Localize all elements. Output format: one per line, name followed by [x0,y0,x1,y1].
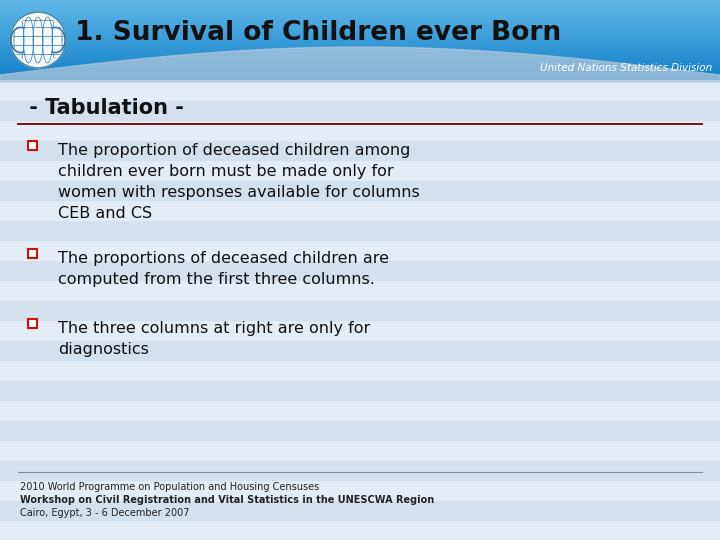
Bar [0,180,720,200]
Text: United Nations Statistics Division: United Nations Statistics Division [540,63,712,73]
Bar [0,200,720,220]
Bar [0,100,720,120]
Bar [0,40,720,60]
Bar [0,420,720,440]
Text: - Tabulation -: - Tabulation - [22,98,184,118]
Bar [0,240,720,260]
Bar [0,320,720,340]
Circle shape [10,12,66,68]
Bar [0,60,720,80]
Bar [0,360,720,380]
Bar [0,380,720,400]
Bar [0,520,720,540]
Text: 2010 World Programme on Population and Housing Censuses: 2010 World Programme on Population and H… [20,482,319,492]
Text: 1. Survival of Children ever Born: 1. Survival of Children ever Born [75,20,561,46]
Bar [0,120,720,140]
Bar [27,319,37,327]
Bar [27,248,37,258]
Text: Workshop on Civil Registration and Vital Statistics in the UNESCWA Region: Workshop on Civil Registration and Vital… [20,495,434,505]
Polygon shape [0,47,720,82]
Bar [0,20,720,40]
Bar [0,480,720,500]
Bar [0,440,720,460]
Bar [0,400,720,420]
Bar [0,80,720,100]
Bar [0,140,720,160]
Bar [0,160,720,180]
Bar [0,280,720,300]
Text: The three columns at right are only for
diagnostics: The three columns at right are only for … [58,321,370,357]
Text: The proportions of deceased children are
computed from the first three columns.: The proportions of deceased children are… [58,251,389,287]
Bar [0,340,720,360]
Text: The proportion of deceased children among
children ever born must be made only f: The proportion of deceased children amon… [58,143,420,221]
Bar [0,460,720,480]
Text: Cairo, Egypt, 3 - 6 December 2007: Cairo, Egypt, 3 - 6 December 2007 [20,508,189,518]
Bar [0,500,720,520]
Bar [0,0,720,20]
Bar [27,140,37,150]
Bar [0,260,720,280]
Bar [0,300,720,320]
Bar [0,220,720,240]
